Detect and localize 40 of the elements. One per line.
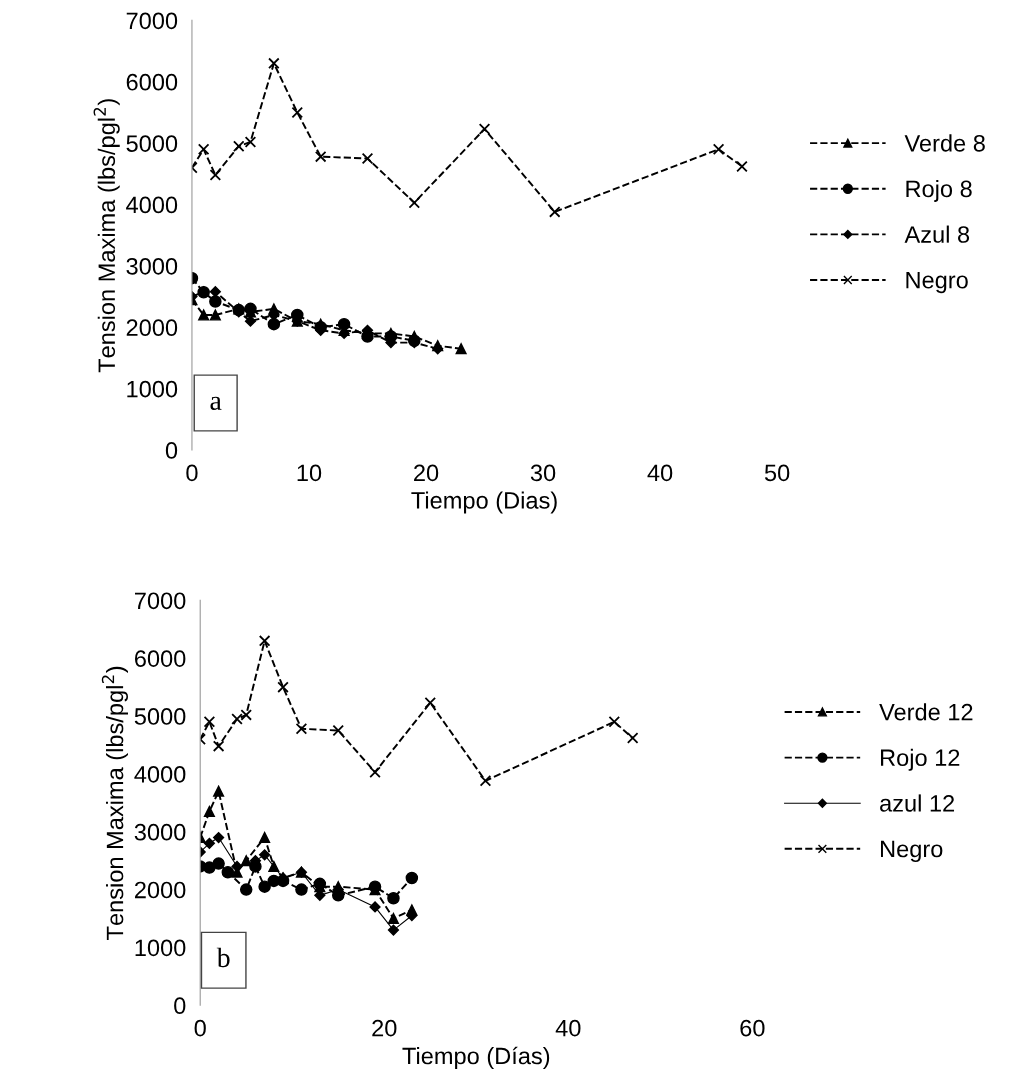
y-tick-label: 3000 bbox=[126, 257, 178, 275]
x-tick-label: 40 bbox=[647, 464, 673, 482]
x-tick-label: 30 bbox=[530, 464, 556, 482]
x-tick-label: 20 bbox=[372, 1019, 397, 1037]
y-tick-label: 6000 bbox=[135, 650, 186, 667]
x-tick-label: 0 bbox=[194, 1019, 206, 1037]
y-tick-label: 7000 bbox=[126, 12, 178, 30]
x-tick-label: 50 bbox=[764, 464, 790, 482]
legend-label: azul 12 bbox=[880, 794, 955, 812]
legend-label: Negro bbox=[881, 840, 943, 863]
x-tick-label: 40 bbox=[555, 1019, 581, 1037]
y-tick-label: 4000 bbox=[126, 196, 178, 214]
annotation: b bbox=[216, 947, 230, 968]
y-tick-label: 4000 bbox=[134, 765, 186, 783]
x-axis-title: Tiempo (Dias) bbox=[411, 491, 557, 514]
y-tick-label: 0 bbox=[165, 442, 178, 459]
legend-label: Verde 8 bbox=[904, 134, 985, 152]
legend-label: Rojo 12 bbox=[881, 748, 960, 771]
y-axis-title: Tension Maxima (lbs/pgl$^{2}$) bbox=[93, 99, 120, 373]
legend-label: Azul 8 bbox=[904, 225, 970, 243]
legend-label: Verde 12 bbox=[879, 703, 973, 721]
x-tick-label: 0 bbox=[186, 464, 198, 482]
x-tick-label: 20 bbox=[414, 464, 439, 482]
y-tick-label: 1000 bbox=[135, 939, 186, 957]
y-tick-label: 2000 bbox=[126, 319, 178, 337]
y-tick-label: 7000 bbox=[135, 592, 186, 610]
x-axis-title: Tiempo (Días) bbox=[402, 1046, 550, 1070]
x-tick-label: 60 bbox=[740, 1019, 765, 1037]
y-tick-label: 2000 bbox=[134, 881, 186, 899]
y-tick-label: 1000 bbox=[127, 380, 178, 398]
y-tick-label: 3000 bbox=[134, 823, 186, 841]
annotation: a bbox=[210, 396, 222, 410]
y-tick-label: 5000 bbox=[126, 135, 178, 152]
y-tick-label: 5000 bbox=[134, 708, 186, 725]
legend-label: Rojo 8 bbox=[906, 179, 972, 202]
legend-label: Negro bbox=[906, 272, 968, 294]
x-tick-label: 10 bbox=[297, 464, 322, 482]
y-axis-title: Tension Maxima (lbs/pgl$^{2}$) bbox=[101, 666, 128, 940]
y-tick-label: 0 bbox=[174, 997, 186, 1015]
y-tick-label: 6000 bbox=[126, 73, 178, 91]
